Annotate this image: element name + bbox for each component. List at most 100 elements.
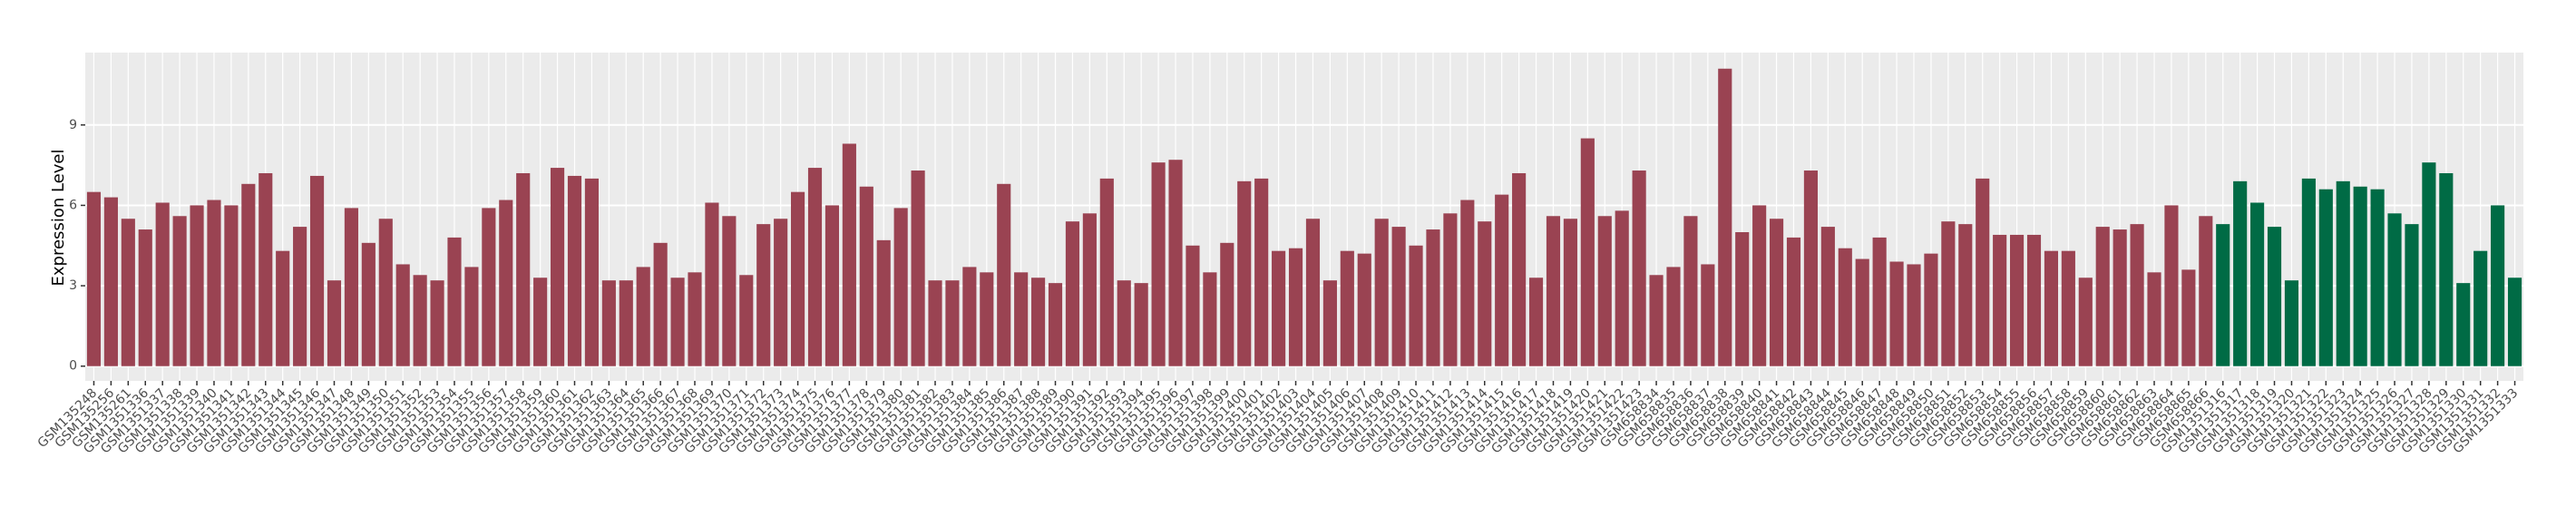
bar (1305, 219, 1321, 366)
y-tick-label: 6 (69, 198, 77, 212)
bar (1786, 237, 1801, 366)
bar (2267, 227, 2282, 366)
bar (1820, 227, 1835, 366)
bar (361, 242, 376, 366)
bar (516, 172, 531, 366)
bar (1357, 253, 1371, 366)
bar (395, 264, 410, 366)
bar (1632, 170, 1646, 366)
bar (1391, 227, 1406, 366)
bar (756, 224, 771, 366)
bar (2164, 205, 2179, 366)
bar (2010, 234, 2025, 366)
bar (2387, 213, 2402, 366)
bar (2507, 278, 2522, 366)
bar (1855, 258, 1869, 366)
bar (1254, 178, 1269, 366)
bar (276, 250, 290, 366)
bar (1220, 242, 1234, 366)
bar (138, 229, 152, 366)
bar (980, 272, 994, 366)
y-tick-label: 9 (69, 118, 77, 132)
bar (1907, 264, 1921, 366)
bar (1546, 216, 1561, 366)
bar (1976, 178, 1990, 366)
bar (2318, 189, 2333, 366)
bar (876, 239, 891, 366)
bar (378, 219, 393, 366)
bar (1803, 170, 1818, 366)
bar (1117, 280, 1131, 366)
bar (2456, 283, 2471, 366)
y-tick-label: 0 (69, 359, 77, 374)
bar (722, 216, 737, 366)
bar (1649, 275, 1664, 366)
bar (1340, 250, 1354, 366)
bar (1203, 272, 1217, 366)
bar (1597, 216, 1612, 366)
bar (2130, 224, 2144, 366)
bar (2044, 250, 2059, 366)
bar (1065, 221, 1080, 366)
bar (911, 170, 925, 366)
bar (447, 237, 462, 366)
bar (1186, 245, 1200, 366)
bar (499, 200, 513, 366)
y-tick-label: 3 (69, 278, 77, 293)
bar (413, 275, 427, 366)
bar (1099, 178, 1114, 366)
bar (2370, 189, 2385, 366)
bar (1924, 253, 1938, 366)
bar (1460, 200, 1475, 366)
bar (86, 191, 102, 366)
bar (1528, 278, 1544, 366)
bar (309, 175, 325, 366)
bar (430, 280, 444, 366)
bar (584, 178, 599, 366)
bar (1151, 162, 1166, 366)
bar (1409, 245, 1423, 366)
bar (1615, 210, 1629, 366)
bar (155, 202, 170, 366)
bar (1272, 250, 1286, 366)
bar (2181, 269, 2196, 366)
bar (1838, 248, 1852, 366)
bar (327, 280, 342, 366)
bar (172, 216, 187, 366)
bar (241, 183, 256, 366)
bar (207, 200, 221, 366)
bar (259, 172, 273, 366)
bar (293, 227, 307, 366)
bar (1752, 205, 1767, 366)
bar (190, 205, 204, 366)
bar (791, 191, 805, 366)
bar (2061, 250, 2075, 366)
bar (2405, 224, 2419, 366)
bar (1512, 172, 1527, 366)
bar (2353, 186, 2367, 366)
bar (1374, 219, 1389, 366)
bar (1889, 261, 1904, 366)
bar (482, 208, 496, 366)
bar (1580, 138, 1595, 366)
bar (636, 267, 650, 366)
bar (533, 278, 548, 366)
bar (688, 272, 702, 366)
bar (2026, 234, 2042, 366)
bar (1322, 280, 1337, 366)
bar (1443, 213, 1458, 366)
bar (1426, 229, 1440, 366)
bar (859, 186, 873, 366)
bar (2113, 229, 2127, 366)
bar (2439, 172, 2454, 366)
bar (2199, 216, 2213, 366)
bar (945, 280, 960, 366)
bar (2474, 250, 2488, 366)
y-axis-title: Expression Level (49, 150, 68, 287)
bar (1288, 248, 1303, 366)
bar (1872, 237, 1887, 366)
bar (928, 280, 942, 366)
bar (1031, 278, 1046, 366)
bar (807, 168, 823, 366)
bar (705, 202, 719, 366)
